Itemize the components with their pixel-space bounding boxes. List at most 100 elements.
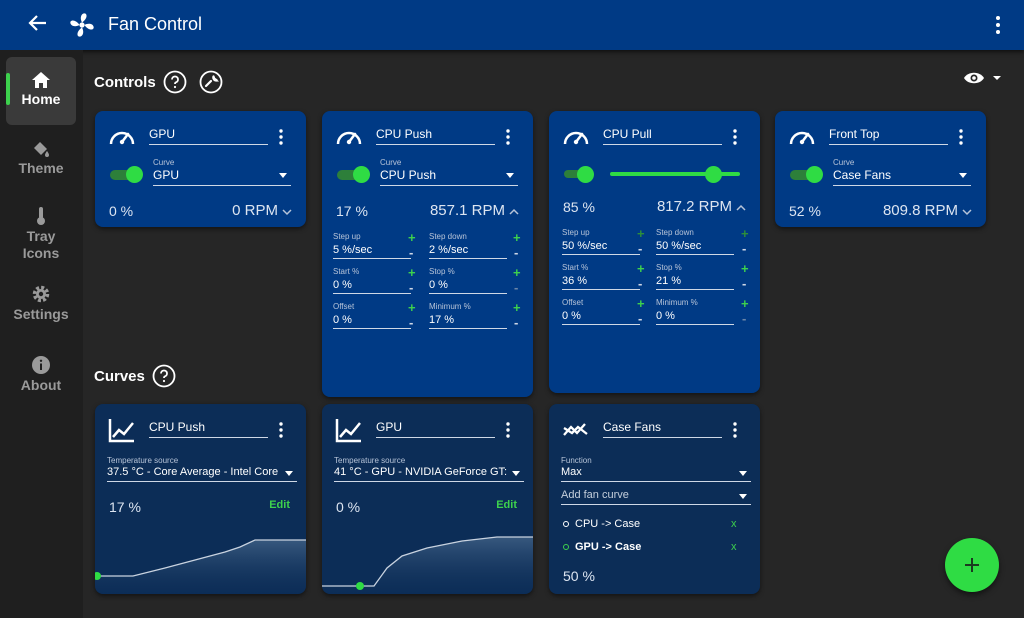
- chevron-down-icon[interactable]: [962, 207, 972, 217]
- more-vert-icon[interactable]: [732, 128, 738, 146]
- curve-name[interactable]: CPU Push: [149, 420, 268, 438]
- more-vert-icon[interactable]: [278, 128, 284, 146]
- field-value[interactable]: 0 %: [429, 279, 507, 294]
- minimum-percent-field[interactable]: Minimum % 0 %: [656, 298, 734, 325]
- offset-field[interactable]: Offset 0 %: [562, 298, 640, 325]
- decrement-button[interactable]: -: [638, 276, 643, 291]
- chevron-down-icon[interactable]: [282, 207, 292, 217]
- remove-button[interactable]: x: [731, 518, 737, 530]
- sidebar-item-home[interactable]: Home: [6, 57, 76, 125]
- chevron-up-icon[interactable]: [736, 203, 746, 213]
- slider-track[interactable]: [610, 172, 740, 176]
- start-percent-field[interactable]: Start % 36 %: [562, 263, 640, 290]
- decrement-button[interactable]: -: [409, 315, 414, 330]
- enable-toggle[interactable]: [337, 166, 371, 183]
- step-down-field[interactable]: Step down 2 %/sec: [429, 232, 507, 259]
- decrement-button[interactable]: -: [514, 245, 519, 260]
- field-value[interactable]: 36 %: [562, 275, 640, 290]
- enable-toggle-knob[interactable]: [577, 166, 594, 183]
- step-down-field[interactable]: Step down 50 %/sec: [656, 228, 734, 255]
- more-vert-icon[interactable]: [278, 421, 284, 439]
- field-value[interactable]: 0 %: [562, 310, 640, 325]
- stop-percent-field[interactable]: Stop % 0 %: [429, 267, 507, 294]
- step-up-field[interactable]: Step up 50 %/sec: [562, 228, 640, 255]
- stop-percent-field[interactable]: Stop % 21 %: [656, 263, 734, 290]
- enable-toggle[interactable]: [790, 166, 824, 183]
- more-vert-icon[interactable]: [958, 128, 964, 146]
- decrement-button[interactable]: -: [742, 276, 747, 291]
- temperature-source-select[interactable]: 41 °C - GPU - NVIDIA GeForce GT:: [334, 466, 524, 482]
- control-name[interactable]: CPU Pull: [603, 127, 722, 145]
- decrement-button[interactable]: -: [638, 241, 643, 256]
- curve-select[interactable]: CPU Push: [380, 168, 518, 186]
- increment-button[interactable]: +: [513, 300, 521, 315]
- field-value[interactable]: 0 %: [656, 310, 734, 325]
- visibility-dropdown[interactable]: [963, 69, 1003, 87]
- sidebar-item-theme[interactable]: Theme: [6, 140, 76, 184]
- increment-button[interactable]: +: [408, 300, 416, 315]
- sidebar-item-label: Home: [21, 91, 61, 107]
- increment-button[interactable]: +: [513, 230, 521, 245]
- increment-button[interactable]: +: [741, 296, 749, 311]
- edit-button[interactable]: Edit: [496, 499, 517, 511]
- help-icon[interactable]: [152, 364, 176, 388]
- more-vert-icon[interactable]: [505, 421, 511, 439]
- decrement-button[interactable]: -: [742, 241, 747, 256]
- enable-toggle-track[interactable]: [564, 170, 586, 178]
- enable-toggle[interactable]: [110, 166, 144, 183]
- field-value[interactable]: 21 %: [656, 275, 734, 290]
- decrement-button[interactable]: -: [409, 280, 414, 295]
- control-name[interactable]: CPU Push: [376, 127, 495, 145]
- increment-button[interactable]: +: [408, 265, 416, 280]
- step-up-field[interactable]: Step up 5 %/sec: [333, 232, 411, 259]
- more-vert-icon[interactable]: [732, 421, 738, 439]
- field-value[interactable]: 50 %/sec: [562, 240, 640, 255]
- offset-field[interactable]: Offset 0 %: [333, 302, 411, 329]
- add-fan-curve-select[interactable]: Add fan curve: [561, 489, 751, 505]
- decrement-button[interactable]: -: [514, 280, 519, 295]
- field-value[interactable]: 17 %: [429, 314, 507, 329]
- curve-name[interactable]: GPU: [376, 420, 495, 438]
- increment-button[interactable]: +: [408, 230, 416, 245]
- decrement-button[interactable]: -: [742, 311, 747, 326]
- add-button[interactable]: [945, 538, 999, 592]
- increment-button[interactable]: +: [741, 226, 749, 241]
- start-percent-field[interactable]: Start % 0 %: [333, 267, 411, 294]
- back-button[interactable]: [24, 12, 50, 38]
- field-value[interactable]: 5 %/sec: [333, 244, 411, 259]
- sidebar-item-tray-icons[interactable]: Tray Icons: [6, 206, 76, 262]
- increment-button[interactable]: +: [637, 226, 645, 241]
- sidebar-item-about[interactable]: About: [6, 355, 76, 399]
- wrench-icon[interactable]: [199, 70, 223, 94]
- manual-speed-slider[interactable]: [564, 166, 742, 183]
- curve-select[interactable]: Case Fans: [833, 168, 971, 186]
- control-name[interactable]: GPU: [149, 127, 268, 145]
- slider-thumb[interactable]: [705, 166, 722, 183]
- function-select[interactable]: Max: [561, 466, 751, 482]
- more-vert-icon[interactable]: [986, 13, 1010, 37]
- control-name[interactable]: Front Top: [829, 127, 948, 145]
- field-value[interactable]: 2 %/sec: [429, 244, 507, 259]
- temperature-source-select[interactable]: 37.5 °C - Core Average - Intel Core: [107, 466, 297, 482]
- field-value[interactable]: 50 %/sec: [656, 240, 734, 255]
- edit-button[interactable]: Edit: [269, 499, 290, 511]
- increment-button[interactable]: +: [637, 296, 645, 311]
- increment-button[interactable]: +: [513, 265, 521, 280]
- more-vert-icon[interactable]: [505, 128, 511, 146]
- help-icon[interactable]: [163, 70, 187, 94]
- increment-button[interactable]: +: [741, 261, 749, 276]
- decrement-button[interactable]: -: [514, 315, 519, 330]
- minimum-percent-field[interactable]: Minimum % 17 %: [429, 302, 507, 329]
- field-value[interactable]: 0 %: [333, 279, 411, 294]
- temperature-source-label: Temperature source: [334, 456, 406, 465]
- remove-button[interactable]: x: [731, 541, 737, 553]
- fan-rpm: 0 RPM: [232, 202, 278, 219]
- chevron-up-icon[interactable]: [509, 207, 519, 217]
- increment-button[interactable]: +: [637, 261, 645, 276]
- decrement-button[interactable]: -: [638, 311, 643, 326]
- sidebar-item-settings[interactable]: Settings: [6, 284, 76, 328]
- curve-select[interactable]: GPU: [153, 168, 291, 186]
- curve-name[interactable]: Case Fans: [603, 420, 722, 438]
- decrement-button[interactable]: -: [409, 245, 414, 260]
- field-value[interactable]: 0 %: [333, 314, 411, 329]
